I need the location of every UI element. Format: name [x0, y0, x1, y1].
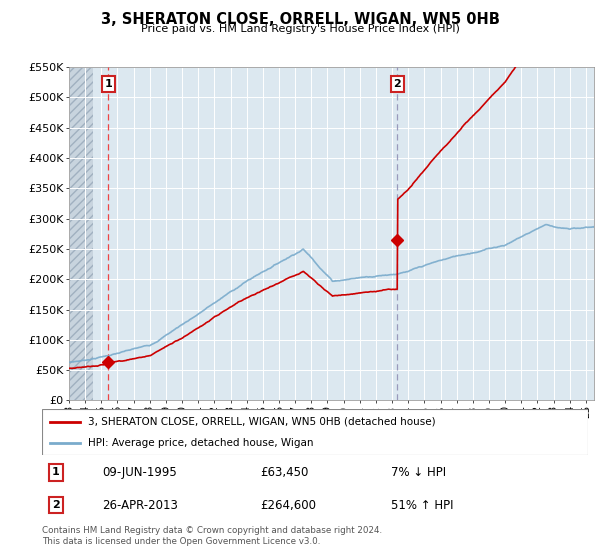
Text: Price paid vs. HM Land Registry's House Price Index (HPI): Price paid vs. HM Land Registry's House … — [140, 24, 460, 34]
Text: 09-JUN-1995: 09-JUN-1995 — [102, 466, 177, 479]
Text: 2: 2 — [52, 500, 59, 510]
Text: 51% ↑ HPI: 51% ↑ HPI — [391, 499, 454, 512]
Text: 26-APR-2013: 26-APR-2013 — [102, 499, 178, 512]
Text: 7% ↓ HPI: 7% ↓ HPI — [391, 466, 446, 479]
Text: 2: 2 — [394, 79, 401, 89]
Text: Contains HM Land Registry data © Crown copyright and database right 2024.
This d: Contains HM Land Registry data © Crown c… — [42, 526, 382, 546]
Text: 3, SHERATON CLOSE, ORRELL, WIGAN, WN5 0HB (detached house): 3, SHERATON CLOSE, ORRELL, WIGAN, WN5 0H… — [88, 417, 436, 427]
Text: £63,450: £63,450 — [260, 466, 309, 479]
Text: £264,600: £264,600 — [260, 499, 316, 512]
Text: HPI: Average price, detached house, Wigan: HPI: Average price, detached house, Wiga… — [88, 438, 314, 448]
Text: 1: 1 — [104, 79, 112, 89]
Text: 1: 1 — [52, 468, 59, 478]
Text: 3, SHERATON CLOSE, ORRELL, WIGAN, WN5 0HB: 3, SHERATON CLOSE, ORRELL, WIGAN, WN5 0H… — [101, 12, 499, 27]
Bar — [69, 67, 93, 400]
